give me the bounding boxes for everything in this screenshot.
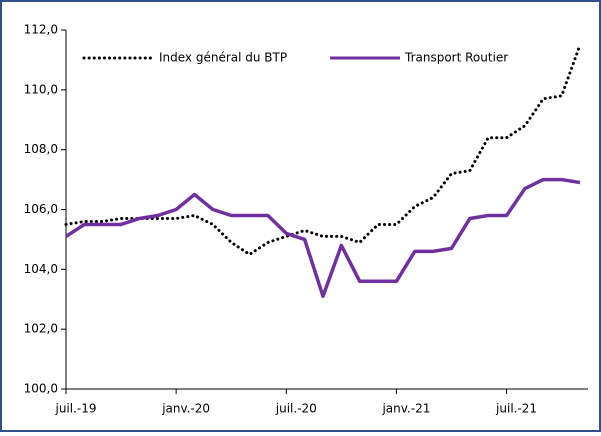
x-tick-label: janv.-20 (161, 402, 210, 416)
y-tick-label: 104,0 (24, 262, 58, 276)
y-tick-label: 110,0 (24, 82, 58, 96)
x-tick-label: janv.-21 (381, 402, 430, 416)
y-tick-label: 100,0 (24, 382, 58, 396)
y-tick-label: 112,0 (24, 23, 58, 37)
y-tick-label: 106,0 (24, 202, 58, 216)
y-tick-label: 102,0 (24, 322, 58, 336)
x-tick-label: juil.-21 (495, 402, 537, 416)
legend-label: Transport Routier (404, 51, 508, 65)
line-series (64, 43, 582, 256)
x-tick-label: juil.-20 (275, 402, 317, 416)
x-tick-label: juil.-19 (54, 402, 96, 416)
y-tick-label: 108,0 (24, 142, 58, 156)
line-series (65, 177, 581, 299)
legend-label: Index général du BTP (159, 51, 287, 65)
